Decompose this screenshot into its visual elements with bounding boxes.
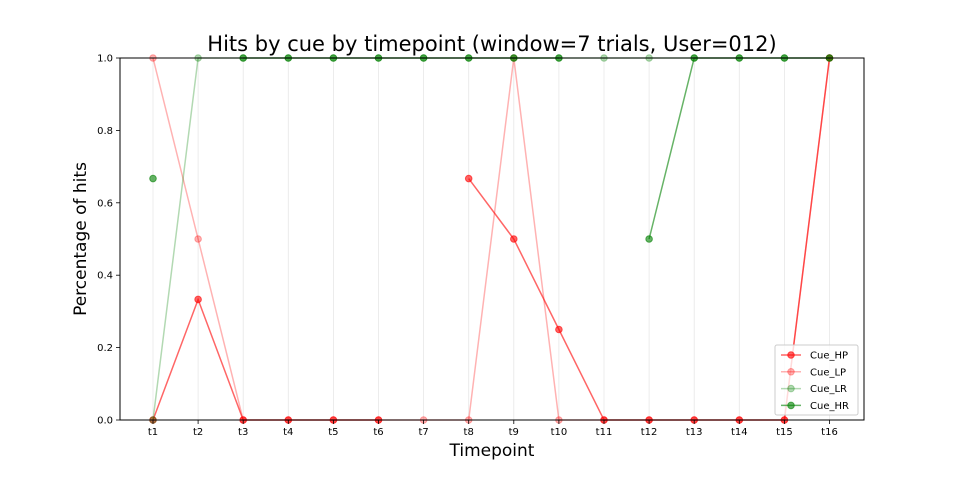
x-tick-label: t13 — [686, 427, 703, 438]
x-tick-label: t6 — [373, 427, 383, 438]
chart-title: Hits by cue by timepoint (window=7 trial… — [207, 32, 776, 56]
y-tick-label: 1.0 — [97, 54, 113, 65]
x-tick-label: t5 — [328, 427, 338, 438]
x-tick-label: t15 — [776, 427, 793, 438]
data-point-cue-hp — [510, 235, 518, 243]
y-tick-label: 0.2 — [97, 343, 113, 354]
grid-layer — [152, 58, 830, 420]
legend-marker-cue-lr — [787, 384, 795, 393]
x-tick-label: t14 — [731, 427, 748, 438]
data-point-cue-hp — [464, 174, 473, 183]
x-tick-label: t12 — [641, 427, 658, 438]
x-tick-label: t1 — [148, 427, 158, 438]
y-tick-label: 0.8 — [97, 126, 113, 137]
tick-layer: t1 t2 t3 t4 t5 t6 t7 t8 t9 t10 t11 t12 t13 t14 t15 t16 0… — [97, 54, 838, 439]
y-tick-label: 0.0 — [97, 416, 113, 427]
y-tick-label: 0.4 — [97, 271, 113, 282]
y-axis-label: Percentage of hits — [71, 162, 91, 316]
x-tick-label: t7 — [418, 427, 428, 438]
y-tick-label: 0.6 — [97, 198, 113, 209]
legend-label-cue-hp: Cue_HP — [810, 351, 848, 362]
x-tick-label: t3 — [238, 427, 248, 438]
legend: Cue_HP Cue_LP Cue_LR Cue_HR — [774, 344, 859, 416]
data-point-cue-hp — [194, 295, 202, 304]
legend-label-cue-lr: Cue_LR — [810, 384, 847, 395]
x-tick-label: t16 — [821, 427, 838, 438]
legend-label-cue-lp: Cue_LP — [810, 367, 846, 378]
data-point-cue-hr — [645, 235, 653, 243]
data-point-cue-hp — [555, 325, 563, 334]
legend-marker-cue-hr — [787, 401, 795, 410]
legend-marker-cue-lp — [787, 368, 795, 376]
x-tick-label: t4 — [283, 427, 293, 438]
x-tick-label: t11 — [596, 427, 613, 438]
x-tick-label: t9 — [509, 427, 519, 438]
legend-marker-cue-hp — [787, 351, 795, 359]
legend-frame — [774, 344, 859, 416]
x-tick-label: t8 — [464, 427, 474, 438]
legend-label-cue-hr: Cue_HR — [810, 401, 849, 412]
data-point-cue-lp — [194, 235, 202, 243]
x-tick-label: t2 — [193, 427, 203, 438]
data-point-cue-hr — [149, 174, 157, 183]
x-tick-label: t10 — [551, 427, 568, 438]
plot-frame — [119, 57, 865, 421]
x-axis-label: Timepoint — [449, 441, 535, 461]
